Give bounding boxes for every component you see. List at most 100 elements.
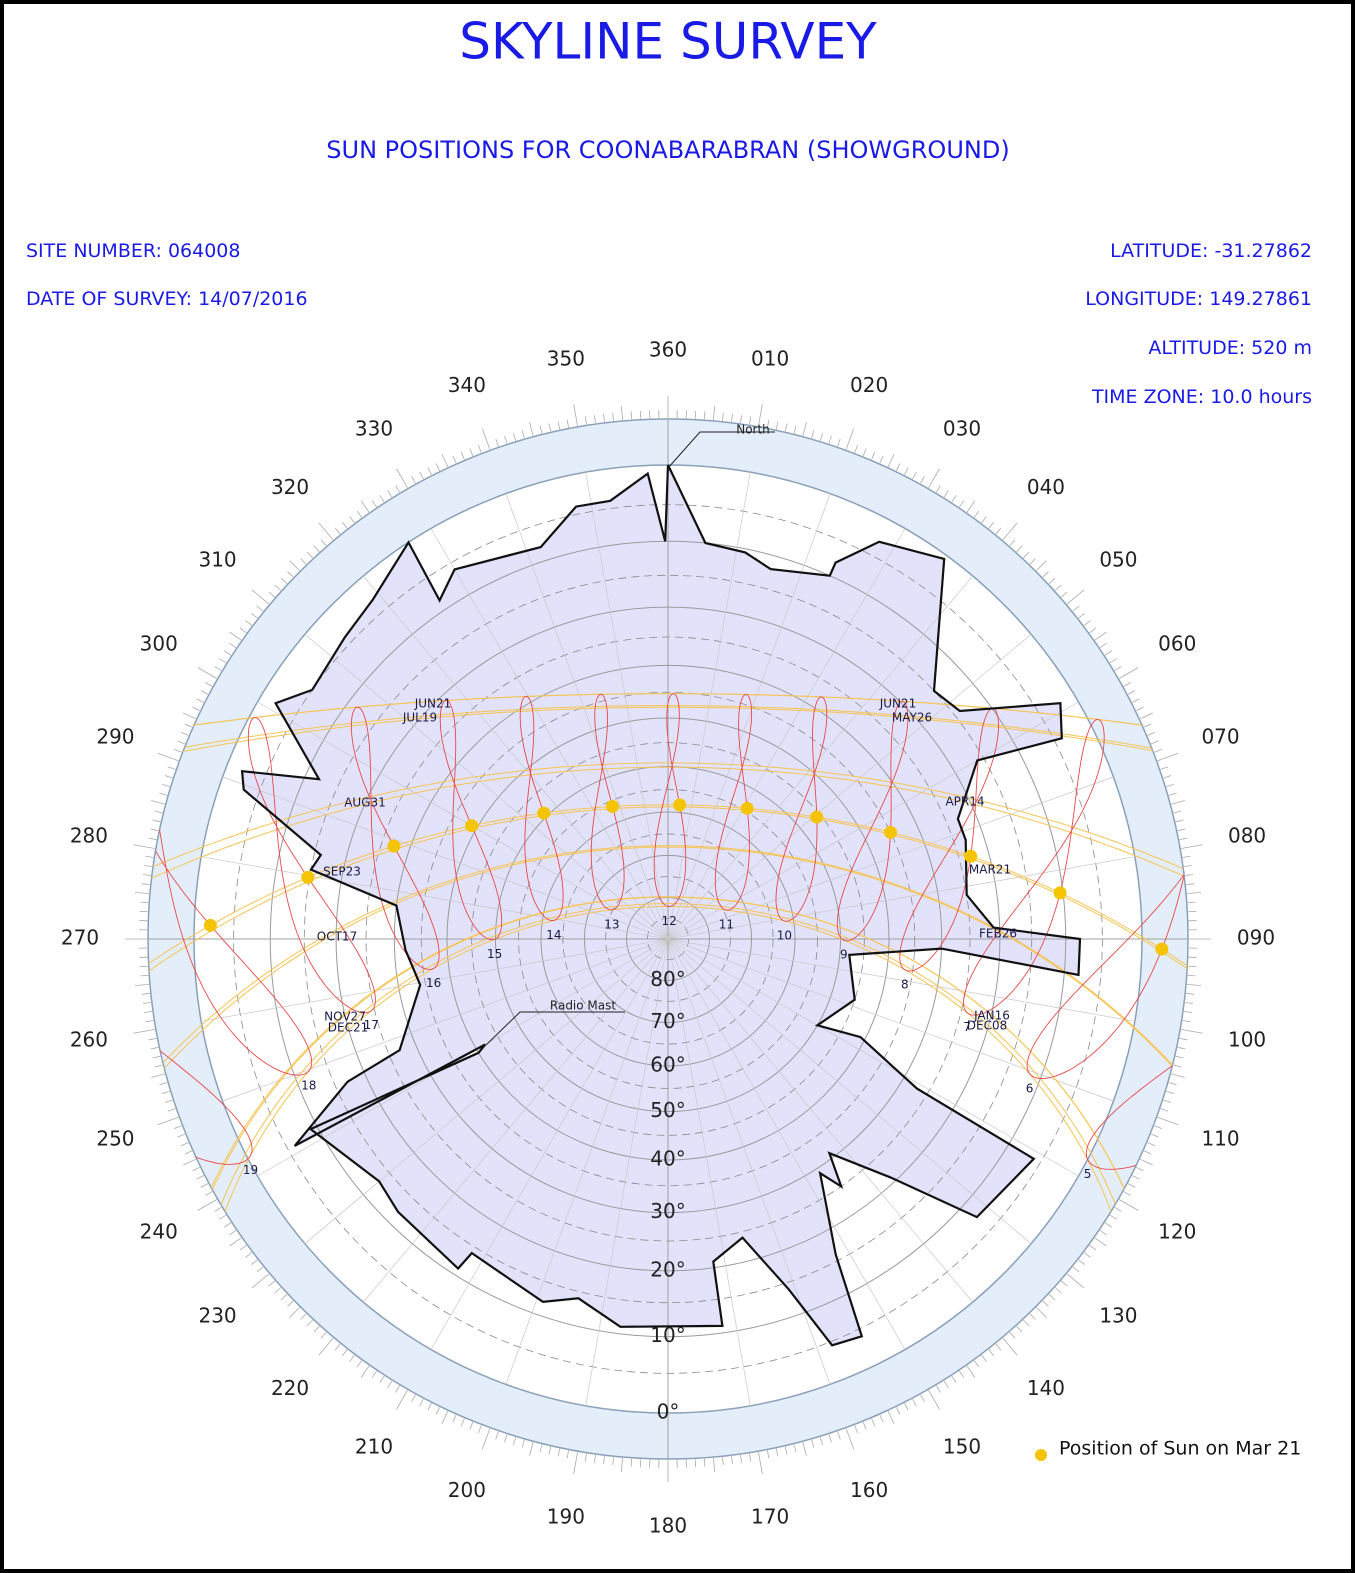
ring-tick [504, 1434, 508, 1443]
skyline-area [242, 465, 1081, 1346]
ring-tick [904, 1403, 909, 1411]
ring-tick [1147, 1142, 1156, 1147]
azimuth-label: 090 [1237, 926, 1275, 950]
analemma [775, 696, 828, 922]
ring-tick [819, 432, 824, 441]
ring-tick [988, 1349, 995, 1357]
ring-tick [287, 1300, 294, 1307]
ring-tick [452, 1414, 457, 1423]
ring-tick [1166, 1090, 1175, 1095]
azimuth-label: 150 [943, 1435, 981, 1459]
azimuth-label: 120 [1158, 1220, 1196, 1244]
ring-tick [1127, 1183, 1136, 1188]
azimuth-grid-line [667, 938, 831, 1385]
sun-marker [203, 918, 217, 932]
ring-tick [959, 1370, 965, 1378]
ring-tick [205, 682, 213, 687]
ring-tick [1182, 1020, 1191, 1023]
ring-tick [1173, 1064, 1182, 1068]
ring-tick [334, 1343, 341, 1351]
ring-tick [1083, 1252, 1091, 1258]
analemma [247, 717, 376, 1014]
ring-tick [239, 627, 247, 634]
ring-tick [548, 1446, 552, 1455]
ring-tick [1042, 1300, 1049, 1307]
ring-tick [1109, 1214, 1117, 1220]
sun-marker [301, 870, 315, 884]
ring-tick [1183, 864, 1192, 867]
azimuth-label: 300 [140, 632, 178, 656]
chart-title: SKYLINE SURVEY [459, 13, 877, 71]
ring-tick [1150, 740, 1159, 745]
ring-tick [1150, 1133, 1159, 1138]
date-label: NOV27 [324, 1010, 366, 1024]
ring-tick [584, 1453, 587, 1462]
ring-tick [521, 430, 525, 439]
azimuth-grid-line [505, 938, 669, 1385]
ring-tick [214, 1206, 222, 1212]
hour-label: 17 [364, 1018, 379, 1032]
ring-tick [879, 455, 884, 464]
altitude-label: 10° [650, 1323, 685, 1347]
ring-tick [793, 1444, 797, 1453]
ring-tick [1186, 883, 1195, 885]
ring-tick [943, 490, 949, 498]
ring-tick [1002, 522, 1018, 541]
altitude-label: 60° [650, 1053, 685, 1077]
ring-tick [469, 1421, 474, 1430]
ring-tick [135, 984, 150, 987]
ring-tick [224, 1222, 232, 1228]
azimuth-grid-line [667, 938, 906, 1350]
ring-tick [512, 432, 517, 441]
date-line [148, 706, 1188, 770]
ring-tick [140, 974, 149, 977]
azimuth-grid-line [201, 938, 669, 1022]
ring-tick [951, 495, 957, 503]
date-label: APR14 [945, 795, 984, 809]
ring-tick [196, 698, 204, 703]
azimuth-grid-line [585, 938, 669, 1406]
ring-tick [740, 415, 743, 424]
ring-tick [1160, 766, 1169, 770]
ring-tick [280, 577, 288, 584]
ring-tick [396, 468, 408, 489]
ring-tick [573, 404, 578, 426]
ring-tick [1147, 731, 1156, 736]
ring-tick [356, 1360, 363, 1368]
sun-marker [964, 849, 978, 863]
ring-tick [154, 1064, 163, 1068]
azimuth-label: 050 [1099, 548, 1137, 572]
longitude: LONGITUDE: 149.27861 [1085, 288, 1312, 310]
ring-tick [981, 516, 987, 524]
ring-tick [1078, 1259, 1086, 1266]
ring-tick [1168, 792, 1177, 796]
ring-tick [630, 411, 633, 420]
ring-tick [320, 539, 327, 547]
azimuth-grid-line [667, 938, 1079, 1177]
ring-tick [1157, 1116, 1179, 1126]
ring-tick [1187, 974, 1196, 977]
ring-tick [1029, 558, 1036, 565]
ring-tick [411, 1394, 416, 1402]
ring-tick [441, 453, 449, 467]
azimuth-label: 290 [96, 724, 134, 748]
ring-tick [912, 1398, 917, 1407]
ring-tick [1154, 1125, 1163, 1129]
ring-tick [1054, 1287, 1062, 1294]
azimuth-label: 280 [70, 823, 108, 847]
sun-marker [884, 825, 898, 839]
ring-tick [164, 1099, 173, 1103]
altitude-label: 20° [650, 1257, 685, 1281]
ring-tick [341, 1349, 348, 1357]
azimuth-label: 010 [751, 346, 789, 370]
site-number: SITE NUMBER: 064008 [26, 240, 240, 262]
ring-tick [713, 1457, 716, 1472]
ring-tick [1072, 1266, 1080, 1273]
annotation: North [736, 423, 770, 437]
ring-tick [360, 500, 370, 513]
azimuth-grid-line [505, 493, 669, 940]
analemma [963, 719, 1105, 1016]
ring-tick [1009, 1331, 1016, 1339]
azimuth-label: 340 [448, 373, 486, 397]
ring-tick [224, 650, 232, 656]
